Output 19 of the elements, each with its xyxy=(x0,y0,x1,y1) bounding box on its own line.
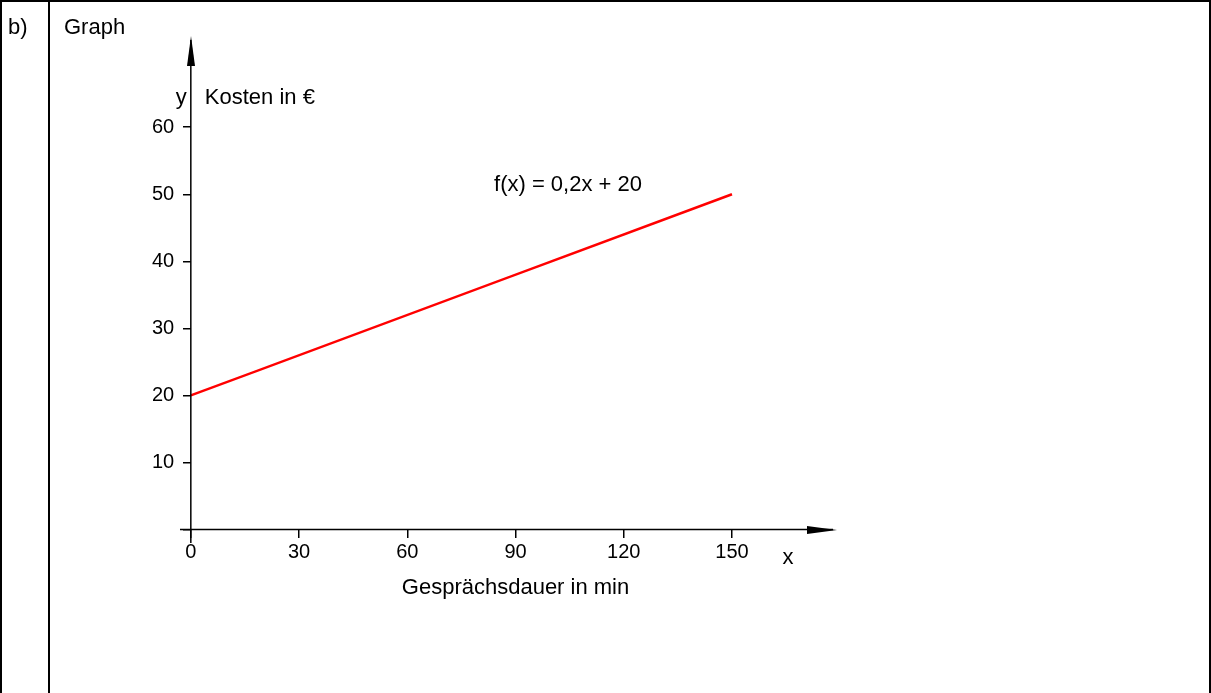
text: x xyxy=(782,543,794,569)
series-label: f(x) = 0,2x + 20 xyxy=(494,171,642,197)
x-tick-label: 150 xyxy=(715,540,749,563)
y-tick-label: 40 xyxy=(151,248,191,271)
x-tick-label: 90 xyxy=(504,540,527,563)
y-axis-title: Kosten in € xyxy=(204,83,315,109)
x-axis-title: Gesprächsdauer in min xyxy=(401,573,630,599)
y-tick-label: 50 xyxy=(151,181,191,204)
x-tick-label: 30 xyxy=(287,540,311,563)
x-tick-label: 120 xyxy=(607,540,641,563)
y-tick-label: 20 xyxy=(151,382,191,405)
text: b) xyxy=(8,14,28,40)
x-tick-label: 60 xyxy=(396,540,419,563)
y-tick-label: 10 xyxy=(151,450,191,473)
chart-title: Graph xyxy=(64,14,126,40)
annotation: y xyxy=(175,83,187,109)
y-tick-label: 30 xyxy=(151,315,191,338)
x-tick-label: 0 xyxy=(185,540,197,563)
y-tick-label: 60 xyxy=(151,114,191,137)
